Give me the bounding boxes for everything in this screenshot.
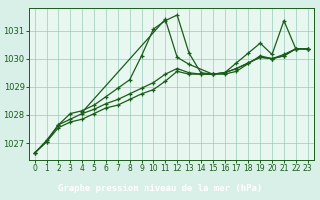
Text: Graphe pression niveau de la mer (hPa): Graphe pression niveau de la mer (hPa) — [58, 184, 262, 193]
